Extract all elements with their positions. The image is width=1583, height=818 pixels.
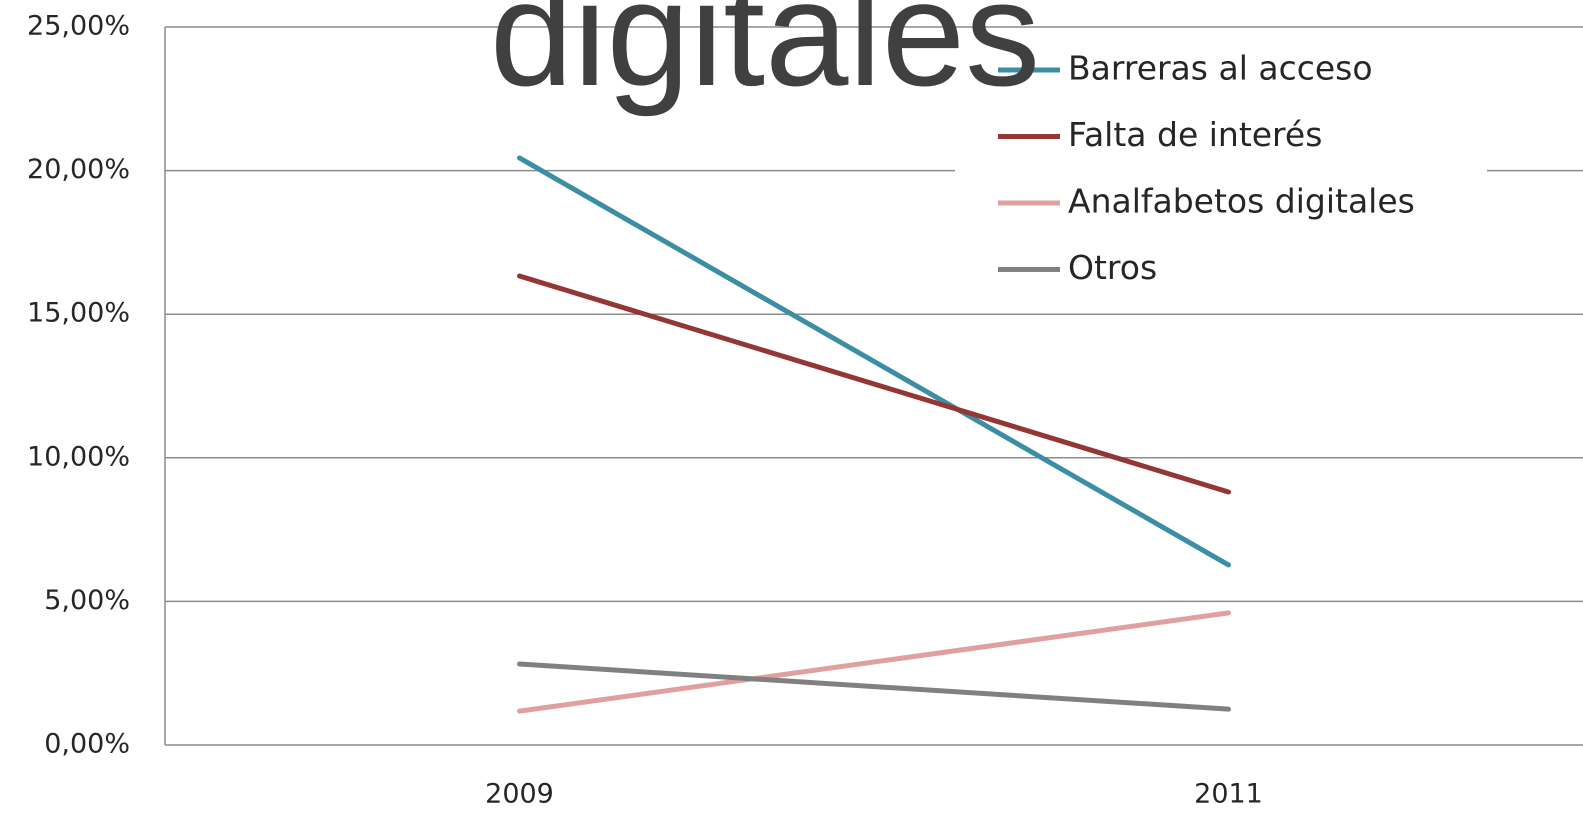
series-line — [517, 610, 1231, 714]
legend-label: Otros — [1068, 248, 1157, 287]
chart-title: digitales — [490, 0, 1040, 117]
y-tick-label: 20,00% — [27, 154, 130, 185]
series-line — [517, 155, 1231, 568]
legend-label: Falta de interés — [1068, 115, 1322, 154]
legend-label: Analfabetos digitales — [1068, 182, 1415, 221]
legend-label: Barreras al acceso — [1068, 49, 1373, 88]
series-line — [517, 273, 1231, 495]
legend-box — [955, 40, 1487, 302]
y-tick-label: 5,00% — [44, 585, 130, 616]
y-tick-label: 15,00% — [27, 298, 130, 329]
x-tick-label: 2009 — [485, 779, 554, 810]
x-tick-label: 2011 — [1194, 779, 1263, 810]
y-tick-label: 10,00% — [27, 441, 130, 472]
y-tick-label: 0,00% — [44, 729, 130, 760]
series-line — [517, 661, 1231, 712]
y-tick-label: 25,00% — [27, 11, 130, 42]
